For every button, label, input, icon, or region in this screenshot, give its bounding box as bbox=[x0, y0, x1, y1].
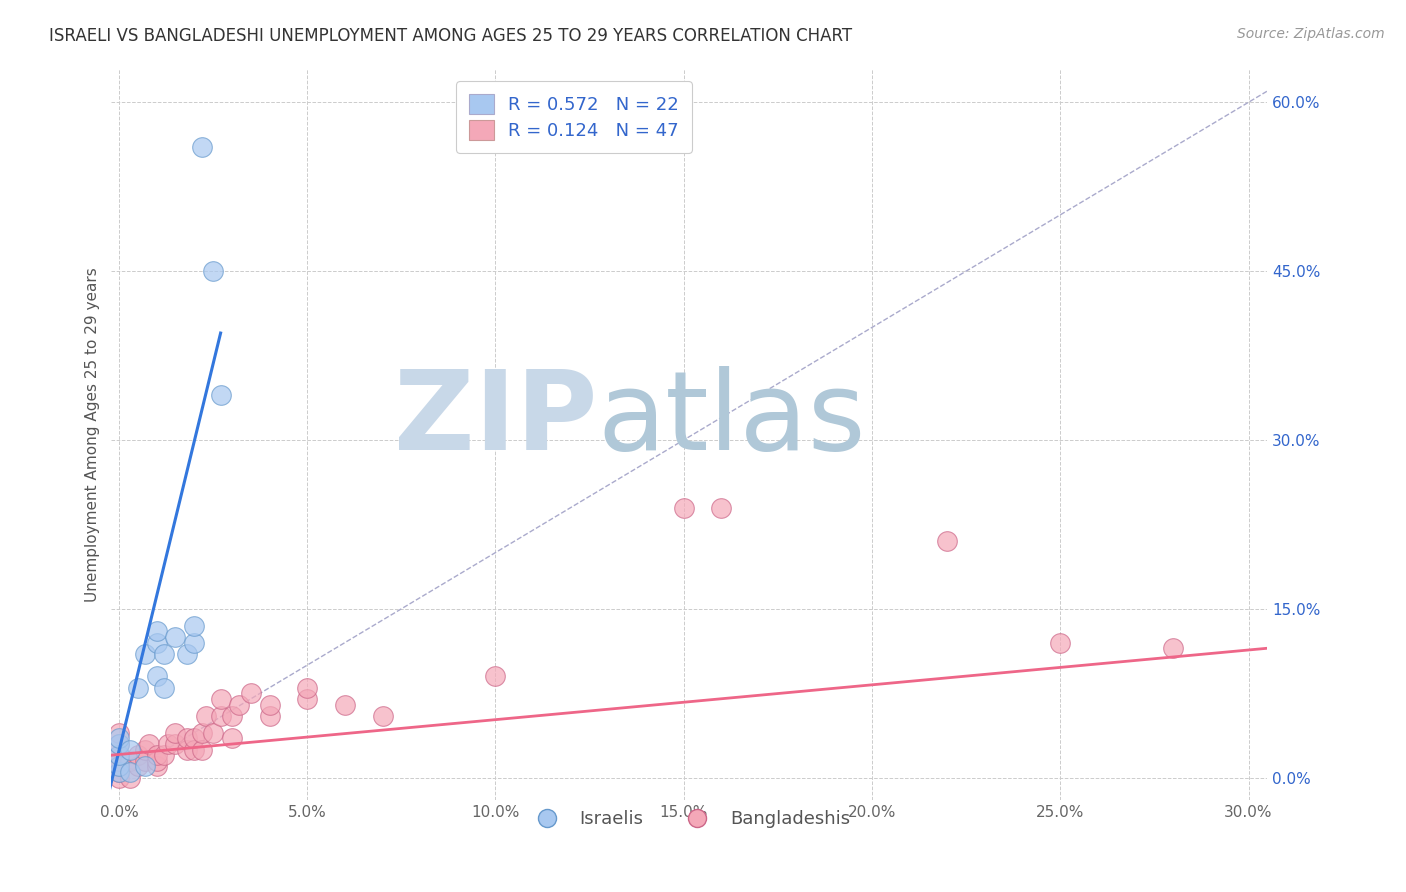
Point bbox=[108, 765, 131, 780]
Point bbox=[194, 708, 217, 723]
Point bbox=[153, 748, 176, 763]
Point bbox=[156, 737, 179, 751]
Text: ZIP: ZIP bbox=[394, 367, 598, 474]
Point bbox=[295, 692, 318, 706]
Point bbox=[165, 737, 187, 751]
Point bbox=[145, 754, 167, 768]
Point bbox=[134, 759, 156, 773]
Point bbox=[165, 725, 187, 739]
Point bbox=[371, 708, 394, 723]
Point bbox=[202, 725, 225, 739]
Point bbox=[183, 731, 205, 746]
Point bbox=[176, 647, 198, 661]
Point bbox=[209, 692, 232, 706]
Point bbox=[153, 681, 176, 695]
Point bbox=[127, 748, 149, 763]
Point bbox=[120, 765, 142, 780]
Point bbox=[134, 742, 156, 756]
Point bbox=[209, 388, 232, 402]
Text: Source: ZipAtlas.com: Source: ZipAtlas.com bbox=[1237, 27, 1385, 41]
Text: atlas: atlas bbox=[598, 367, 866, 474]
Point bbox=[228, 698, 250, 712]
Y-axis label: Unemployment Among Ages 25 to 29 years: Unemployment Among Ages 25 to 29 years bbox=[86, 267, 100, 602]
Point bbox=[145, 624, 167, 639]
Point bbox=[259, 708, 281, 723]
Point bbox=[108, 765, 131, 780]
Point bbox=[108, 754, 131, 768]
Point bbox=[127, 759, 149, 773]
Point bbox=[333, 698, 356, 712]
Point bbox=[145, 669, 167, 683]
Point bbox=[108, 748, 131, 763]
Point bbox=[295, 681, 318, 695]
Text: ISRAELI VS BANGLADESHI UNEMPLOYMENT AMONG AGES 25 TO 29 YEARS CORRELATION CHART: ISRAELI VS BANGLADESHI UNEMPLOYMENT AMON… bbox=[49, 27, 852, 45]
Point bbox=[127, 681, 149, 695]
Point bbox=[1161, 641, 1184, 656]
Point bbox=[108, 725, 131, 739]
Point bbox=[165, 630, 187, 644]
Point bbox=[710, 500, 733, 515]
Point bbox=[108, 748, 131, 763]
Point bbox=[221, 708, 243, 723]
Point bbox=[183, 635, 205, 649]
Point bbox=[221, 731, 243, 746]
Point bbox=[153, 647, 176, 661]
Point bbox=[108, 737, 131, 751]
Point bbox=[145, 759, 167, 773]
Point bbox=[209, 708, 232, 723]
Point bbox=[936, 534, 959, 549]
Point bbox=[183, 742, 205, 756]
Point bbox=[183, 618, 205, 632]
Point bbox=[108, 737, 131, 751]
Point bbox=[145, 748, 167, 763]
Point bbox=[259, 698, 281, 712]
Point bbox=[191, 742, 214, 756]
Point bbox=[138, 737, 160, 751]
Point bbox=[134, 754, 156, 768]
Point bbox=[191, 140, 214, 154]
Legend: Israelis, Bangladeshis: Israelis, Bangladeshis bbox=[522, 803, 858, 835]
Point bbox=[108, 731, 131, 746]
Point bbox=[176, 731, 198, 746]
Point bbox=[108, 771, 131, 785]
Point bbox=[202, 264, 225, 278]
Point bbox=[108, 759, 131, 773]
Point bbox=[484, 669, 506, 683]
Point bbox=[120, 754, 142, 768]
Point bbox=[191, 725, 214, 739]
Point bbox=[120, 771, 142, 785]
Point bbox=[120, 742, 142, 756]
Point bbox=[176, 742, 198, 756]
Point bbox=[1049, 635, 1071, 649]
Point bbox=[145, 635, 167, 649]
Point bbox=[108, 759, 131, 773]
Point bbox=[672, 500, 695, 515]
Point bbox=[134, 647, 156, 661]
Point bbox=[239, 686, 262, 700]
